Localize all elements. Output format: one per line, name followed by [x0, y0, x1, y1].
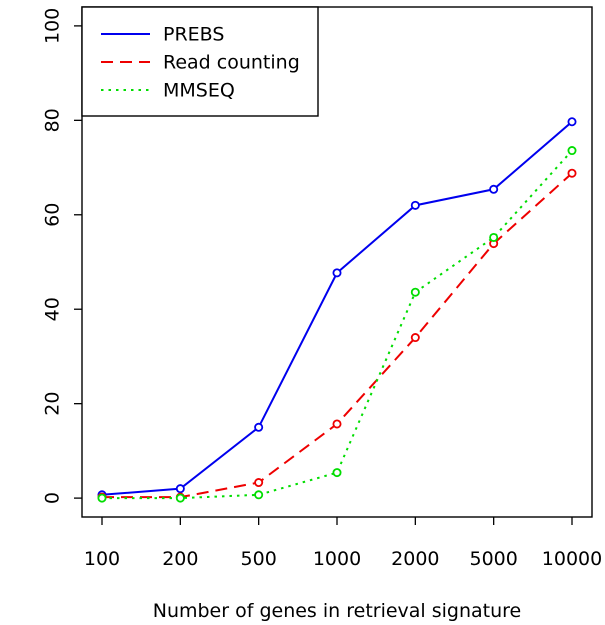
- y-tick-label: 40: [42, 297, 64, 321]
- data-point: [254, 422, 264, 432]
- data-point: [332, 268, 342, 278]
- data-point: [410, 200, 420, 210]
- x-tick-label: 100: [84, 548, 120, 570]
- data-point: [332, 468, 342, 478]
- legend-label: Read counting: [163, 52, 300, 74]
- data-point: [97, 493, 107, 503]
- x-tick-label: 5000: [469, 548, 517, 570]
- data-point: [254, 478, 264, 488]
- x-axis-title: Number of genes in retrieval signature: [153, 600, 522, 622]
- x-tick-label: 10000: [542, 548, 602, 570]
- y-tick-label: 100: [42, 8, 64, 44]
- x-tick-label: 1000: [313, 548, 361, 570]
- data-point: [410, 333, 420, 343]
- legend-label: MMSEQ: [163, 80, 235, 102]
- data-point: [489, 232, 499, 242]
- series-read-counting: [97, 168, 577, 502]
- series-line: [102, 172, 573, 499]
- legend: PREBS Read counting MMSEQ: [81, 6, 319, 117]
- data-point: [254, 490, 264, 500]
- x-tick-label: 500: [241, 548, 277, 570]
- axes: 100 200 500 1000 2000 5000 10000 0 20 40 60 80 100: [42, 8, 603, 570]
- legend-label: PREBS: [163, 24, 224, 46]
- data-point: [489, 184, 499, 194]
- series-layer: [97, 117, 577, 503]
- data-point: [567, 117, 577, 127]
- data-point: [175, 493, 185, 503]
- data-point: [567, 168, 577, 178]
- x-tick-label: 2000: [391, 548, 439, 570]
- y-tick-label: 0: [42, 492, 64, 504]
- y-tick-label: 20: [42, 392, 64, 416]
- series-line: [101, 120, 573, 496]
- x-tick-label: 200: [162, 548, 198, 570]
- data-point: [567, 146, 577, 156]
- y-tick-label: 60: [42, 203, 64, 227]
- series-prebs: [97, 117, 577, 500]
- data-point: [175, 484, 185, 494]
- y-tick-label: 80: [42, 108, 64, 132]
- data-point: [410, 287, 420, 297]
- data-point: [332, 419, 342, 429]
- series-line: [102, 149, 573, 500]
- series-mmseq: [97, 146, 577, 503]
